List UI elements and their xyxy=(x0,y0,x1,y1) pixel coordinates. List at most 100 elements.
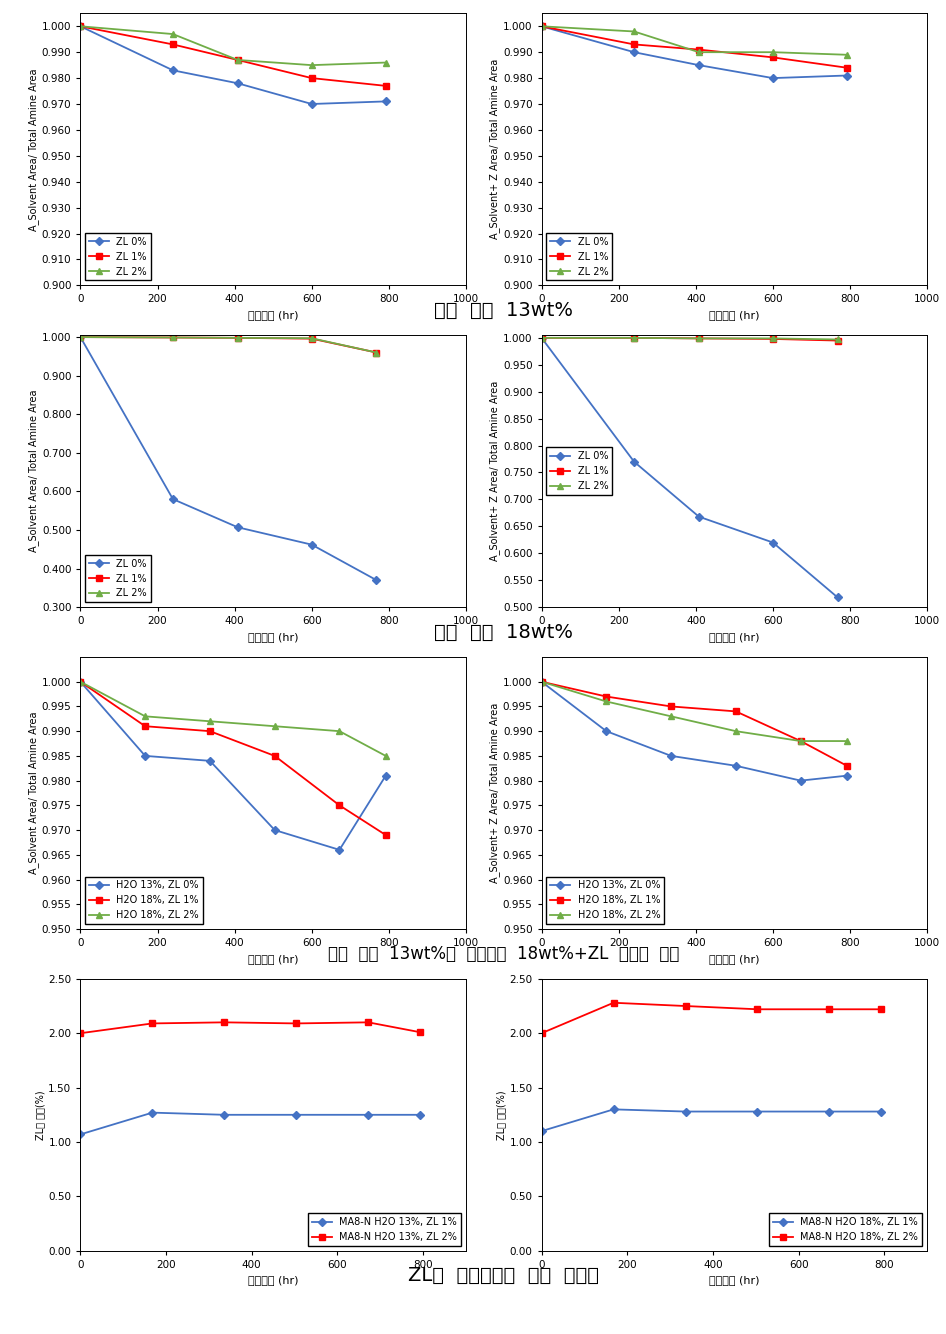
Legend: ZL 0%, ZL 1%, ZL 2%: ZL 0%, ZL 1%, ZL 2% xyxy=(85,233,151,280)
MA8-N H2O 18%, ZL 1% xyxy=(752,1103,763,1119)
Legend: H2O 13%, ZL 0%, H2O 18%, ZL 1%, H2O 18%, ZL 2%: H2O 13%, ZL 0%, H2O 18%, ZL 1%, H2O 18%,… xyxy=(85,876,202,924)
Y-axis label: A_Solvent+ Z Area/ Total Amine Area: A_Solvent+ Z Area/ Total Amine Area xyxy=(489,382,500,562)
H2O 18%, ZL 1% xyxy=(535,674,547,690)
ZL 2% xyxy=(628,24,639,40)
ZL 2% xyxy=(307,331,318,347)
Y-axis label: A_Solvent+ Z Area/ Total Amine Area: A_Solvent+ Z Area/ Total Amine Area xyxy=(489,59,500,239)
H2O 18%, ZL 2% xyxy=(334,723,345,739)
Line: ZL 0%: ZL 0% xyxy=(539,335,840,600)
ZL 0% xyxy=(693,57,705,73)
Text: ZL의  경과시간에  따른  변화량: ZL의 경과시간에 따른 변화량 xyxy=(409,1266,599,1285)
H2O 13%, ZL 0% xyxy=(269,822,280,838)
H2O 13%, ZL 0% xyxy=(535,674,547,690)
H2O 18%, ZL 2% xyxy=(665,708,676,724)
MA8-N H2O 13%, ZL 2% xyxy=(147,1015,158,1031)
H2O 13%, ZL 0% xyxy=(204,752,216,768)
Line: H2O 18%, ZL 2%: H2O 18%, ZL 2% xyxy=(539,679,850,744)
ZL 2% xyxy=(832,331,843,347)
Line: ZL 1%: ZL 1% xyxy=(78,24,389,88)
ZL 1% xyxy=(832,332,843,348)
Line: ZL 1%: ZL 1% xyxy=(78,335,379,355)
ZL 0% xyxy=(628,454,639,470)
ZL 0% xyxy=(767,535,779,551)
Legend: ZL 0%, ZL 1%, ZL 2%: ZL 0%, ZL 1%, ZL 2% xyxy=(85,555,151,602)
Text: 물의  함량  13wt%와  물의함량  18wt%+ZL  변성율  비교: 물의 함량 13wt%와 물의함량 18wt%+ZL 변성율 비교 xyxy=(328,944,679,963)
Line: ZL 0%: ZL 0% xyxy=(539,24,850,81)
H2O 13%, ZL 0% xyxy=(334,842,345,858)
MA8-N H2O 18%, ZL 2% xyxy=(535,1026,547,1042)
ZL 0% xyxy=(167,491,179,507)
X-axis label: 경과시간 (hr): 경과시간 (hr) xyxy=(710,1275,760,1286)
MA8-N H2O 13%, ZL 1% xyxy=(75,1126,86,1142)
MA8-N H2O 13%, ZL 2% xyxy=(75,1026,86,1042)
ZL 0% xyxy=(232,519,243,535)
H2O 18%, ZL 1% xyxy=(380,827,392,843)
ZL 0% xyxy=(832,590,843,606)
H2O 18%, ZL 2% xyxy=(380,748,392,764)
MA8-N H2O 13%, ZL 1% xyxy=(362,1107,374,1123)
ZL 0% xyxy=(693,508,705,524)
ZL 2% xyxy=(535,329,547,346)
ZL 1% xyxy=(841,60,852,76)
ZL 2% xyxy=(535,19,547,35)
ZL 0% xyxy=(75,329,86,346)
ZL 1% xyxy=(693,331,705,347)
MA8-N H2O 13%, ZL 1% xyxy=(414,1107,426,1123)
H2O 18%, ZL 2% xyxy=(841,734,852,750)
Y-axis label: A_Solvent Area/ Total Amine Area: A_Solvent Area/ Total Amine Area xyxy=(28,390,39,552)
H2O 18%, ZL 1% xyxy=(139,718,150,734)
H2O 13%, ZL 0% xyxy=(380,767,392,783)
H2O 13%, ZL 0% xyxy=(730,758,742,774)
X-axis label: 경과시간 (hr): 경과시간 (hr) xyxy=(248,1275,298,1286)
H2O 13%, ZL 0% xyxy=(601,723,612,739)
ZL 2% xyxy=(841,47,852,63)
ZL 1% xyxy=(232,52,243,68)
ZL 1% xyxy=(535,19,547,35)
H2O 18%, ZL 1% xyxy=(795,734,806,750)
ZL 2% xyxy=(232,329,243,346)
ZL 2% xyxy=(232,52,243,68)
ZL 2% xyxy=(693,331,705,347)
ZL 0% xyxy=(767,71,779,87)
Line: H2O 13%, ZL 0%: H2O 13%, ZL 0% xyxy=(78,679,389,852)
ZL 1% xyxy=(767,49,779,65)
MA8-N H2O 13%, ZL 2% xyxy=(362,1014,374,1030)
ZL 2% xyxy=(380,55,392,71)
X-axis label: 경과시간 (hr): 경과시간 (hr) xyxy=(710,309,760,320)
Line: H2O 13%, ZL 0%: H2O 13%, ZL 0% xyxy=(539,679,850,783)
ZL 0% xyxy=(307,536,318,552)
Line: ZL 2%: ZL 2% xyxy=(539,24,850,57)
ZL 0% xyxy=(841,68,852,84)
Legend: H2O 13%, ZL 0%, H2O 18%, ZL 1%, H2O 18%, ZL 2%: H2O 13%, ZL 0%, H2O 18%, ZL 1%, H2O 18%,… xyxy=(547,876,664,924)
ZL 1% xyxy=(380,77,392,93)
Legend: ZL 0%, ZL 1%, ZL 2%: ZL 0%, ZL 1%, ZL 2% xyxy=(547,447,612,495)
Line: ZL 1%: ZL 1% xyxy=(539,335,840,343)
ZL 1% xyxy=(167,36,179,52)
MA8-N H2O 18%, ZL 1% xyxy=(608,1102,620,1118)
ZL 0% xyxy=(307,96,318,112)
H2O 13%, ZL 0% xyxy=(795,772,806,788)
Text: 물의  함량  18wt%: 물의 함량 18wt% xyxy=(434,623,573,642)
ZL 1% xyxy=(767,331,779,347)
Text: 물의  함량  13wt%: 물의 함량 13wt% xyxy=(434,300,573,320)
Y-axis label: A_Solvent Area/ Total Amine Area: A_Solvent Area/ Total Amine Area xyxy=(28,712,39,874)
Line: ZL 2%: ZL 2% xyxy=(539,335,840,343)
MA8-N H2O 18%, ZL 2% xyxy=(875,1002,886,1018)
ZL 1% xyxy=(167,329,179,346)
Line: H2O 18%, ZL 2%: H2O 18%, ZL 2% xyxy=(78,679,389,759)
MA8-N H2O 13%, ZL 1% xyxy=(147,1105,158,1121)
ZL 2% xyxy=(75,19,86,35)
ZL 0% xyxy=(167,63,179,79)
MA8-N H2O 18%, ZL 1% xyxy=(875,1103,886,1119)
MA8-N H2O 18%, ZL 1% xyxy=(535,1123,547,1139)
Y-axis label: A_Solvent+ Z Area/ Total Amine Area: A_Solvent+ Z Area/ Total Amine Area xyxy=(489,703,500,883)
H2O 18%, ZL 2% xyxy=(601,694,612,710)
Line: MA8-N H2O 18%, ZL 1%: MA8-N H2O 18%, ZL 1% xyxy=(539,1107,884,1134)
Legend: MA8-N H2O 13%, ZL 1%, MA8-N H2O 13%, ZL 2%: MA8-N H2O 13%, ZL 1%, MA8-N H2O 13%, ZL … xyxy=(308,1214,461,1246)
H2O 18%, ZL 1% xyxy=(75,674,86,690)
Line: ZL 0%: ZL 0% xyxy=(78,24,389,107)
MA8-N H2O 13%, ZL 1% xyxy=(290,1107,302,1123)
X-axis label: 경과시간 (hr): 경과시간 (hr) xyxy=(248,632,298,642)
Y-axis label: ZL의 농도(%): ZL의 농도(%) xyxy=(36,1090,45,1139)
ZL 2% xyxy=(371,344,382,360)
